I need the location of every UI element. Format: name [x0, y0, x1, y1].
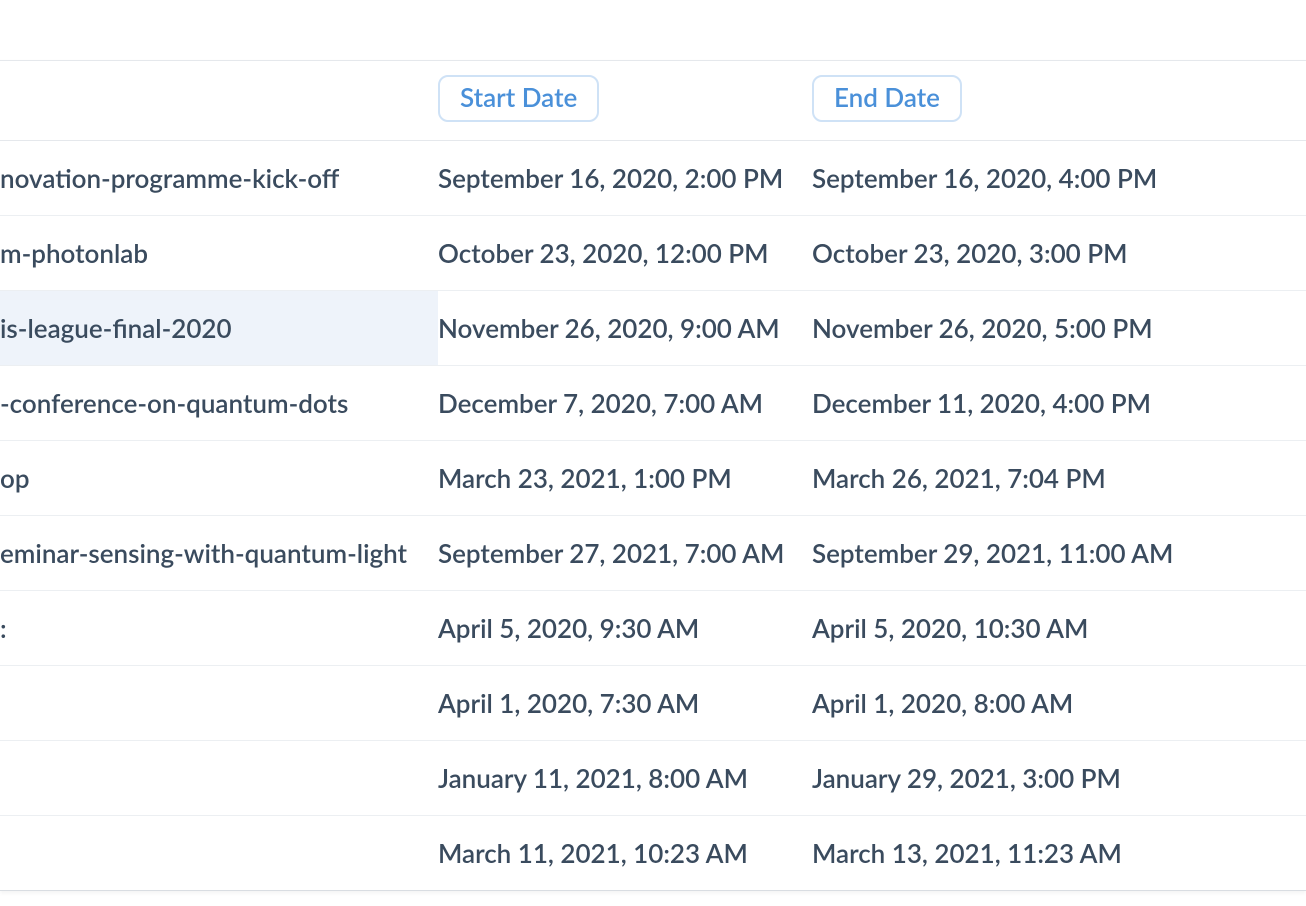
end-date-cell: April 1, 2020, 8:00 AM [812, 665, 1306, 740]
event-name-cell[interactable]: m-photonlab [0, 215, 438, 290]
start-date-cell: March 23, 2021, 1:00 PM [438, 440, 812, 515]
table-row[interactable]: novation-programme-kick-offSeptember 16,… [0, 140, 1306, 215]
event-name-cell[interactable]: -conference-on-quantum-dots [0, 365, 438, 440]
event-name-cell[interactable]: : [0, 590, 438, 665]
table-row[interactable]: -conference-on-quantum-dotsDecember 7, 2… [0, 365, 1306, 440]
sort-start-date-button[interactable]: Start Date [438, 75, 599, 122]
start-date-cell: April 5, 2020, 9:30 AM [438, 590, 812, 665]
start-date-cell: October 23, 2020, 12:00 PM [438, 215, 812, 290]
column-header-end: End Date [812, 61, 1306, 141]
start-date-cell: September 27, 2021, 7:00 AM [438, 515, 812, 590]
table-header-row: Start Date End Date [0, 61, 1306, 141]
events-table: Start Date End Date novation-programme-k… [0, 60, 1306, 890]
end-date-cell: October 23, 2020, 3:00 PM [812, 215, 1306, 290]
end-date-cell: April 5, 2020, 10:30 AM [812, 590, 1306, 665]
table-row[interactable]: March 11, 2021, 10:23 AMMarch 13, 2021, … [0, 815, 1306, 890]
end-date-cell: December 11, 2020, 4:00 PM [812, 365, 1306, 440]
table-row[interactable]: eminar-sensing-with-quantum-lightSeptemb… [0, 515, 1306, 590]
start-date-cell: January 11, 2021, 8:00 AM [438, 740, 812, 815]
event-name-text: novation-programme-kick-off [0, 162, 438, 194]
end-date-cell: January 29, 2021, 3:00 PM [812, 740, 1306, 815]
start-date-cell: April 1, 2020, 7:30 AM [438, 665, 812, 740]
event-name-text: -conference-on-quantum-dots [0, 387, 438, 419]
table-row[interactable]: opMarch 23, 2021, 1:00 PMMarch 26, 2021,… [0, 440, 1306, 515]
event-name-cell[interactable]: novation-programme-kick-off [0, 140, 438, 215]
event-name-cell[interactable]: op [0, 440, 438, 515]
start-date-cell: March 11, 2021, 10:23 AM [438, 815, 812, 890]
event-name-text: op [0, 462, 438, 494]
end-date-cell: September 16, 2020, 4:00 PM [812, 140, 1306, 215]
column-header-name [0, 61, 438, 141]
end-date-cell: March 13, 2021, 11:23 AM [812, 815, 1306, 890]
table-body: novation-programme-kick-offSeptember 16,… [0, 140, 1306, 890]
column-header-start: Start Date [438, 61, 812, 141]
start-date-cell: November 26, 2020, 9:00 AM [438, 290, 812, 365]
event-name-cell[interactable] [0, 815, 438, 890]
sort-end-date-button[interactable]: End Date [812, 75, 962, 122]
event-name-cell[interactable]: eminar-sensing-with-quantum-light [0, 515, 438, 590]
table-row[interactable]: m-photonlabOctober 23, 2020, 12:00 PMOct… [0, 215, 1306, 290]
table-row[interactable]: January 11, 2021, 8:00 AMJanuary 29, 202… [0, 740, 1306, 815]
table-row[interactable]: :April 5, 2020, 9:30 AMApril 5, 2020, 10… [0, 590, 1306, 665]
start-date-cell: December 7, 2020, 7:00 AM [438, 365, 812, 440]
event-name-text: is-league-final-2020 [0, 312, 438, 344]
top-gap [0, 0, 1306, 60]
end-date-cell: November 26, 2020, 5:00 PM [812, 290, 1306, 365]
start-date-cell: September 16, 2020, 2:00 PM [438, 140, 812, 215]
event-name-text: : [0, 612, 438, 644]
end-date-cell: March 26, 2021, 7:04 PM [812, 440, 1306, 515]
event-name-cell[interactable] [0, 740, 438, 815]
event-name-text: m-photonlab [0, 237, 438, 269]
events-table-wrap: Start Date End Date novation-programme-k… [0, 60, 1306, 891]
event-name-cell[interactable]: is-league-final-2020 [0, 290, 438, 365]
table-row[interactable]: is-league-final-2020November 26, 2020, 9… [0, 290, 1306, 365]
end-date-cell: September 29, 2021, 11:00 AM [812, 515, 1306, 590]
table-row[interactable]: April 1, 2020, 7:30 AMApril 1, 2020, 8:0… [0, 665, 1306, 740]
event-name-text: eminar-sensing-with-quantum-light [0, 537, 438, 569]
event-name-cell[interactable] [0, 665, 438, 740]
